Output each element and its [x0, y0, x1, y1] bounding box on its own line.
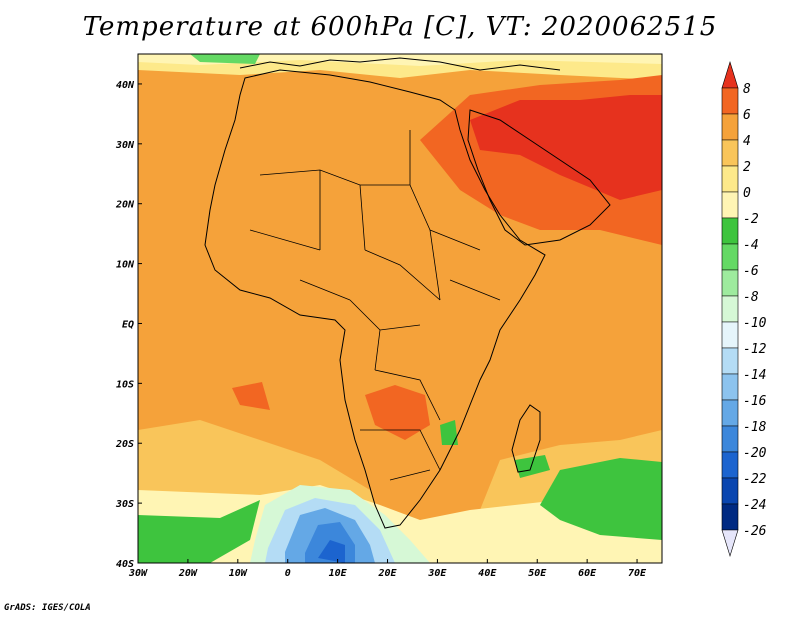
colorbar-label: -12: [743, 342, 767, 357]
field-green-north: [190, 54, 260, 64]
field-green-se: [540, 458, 662, 540]
colorbar-swatch: [721, 113, 739, 141]
field-warm-west: [232, 382, 270, 410]
colorbar-label: -6: [743, 264, 759, 279]
colorbar-swatch: [721, 269, 739, 297]
colorbar-swatch: [721, 373, 739, 401]
colorbar-label: -22: [743, 472, 767, 487]
lat-tick-label: 40N: [116, 80, 135, 91]
lon-tick-label: 20E: [377, 568, 397, 579]
arabia-coastline: [467, 109, 611, 246]
colorbar-label: -14: [743, 368, 766, 383]
colorbar-label: -8: [743, 290, 759, 305]
colorbar-label: -4: [743, 238, 759, 253]
colorbar-label: 4: [743, 134, 751, 149]
lon-tick-label: 0: [285, 568, 291, 579]
colorbar-swatch: [721, 87, 739, 115]
footer-credit: GrADS: IGES/COLA: [4, 603, 91, 613]
field-green-madag: [515, 455, 550, 478]
africa-coastline: [204, 69, 546, 529]
colorbar-swatch: [721, 347, 739, 375]
field-green-sw: [138, 500, 260, 563]
colorbar-label: -24: [743, 498, 766, 513]
chart-title: Temperature at 600hPa [C], VT: 202006251…: [82, 12, 718, 42]
field-green-zamb: [440, 420, 458, 445]
colorbar-label: 2: [743, 160, 751, 175]
lon-tick-label: 20W: [178, 568, 198, 579]
lon-tick-label: 30E: [427, 568, 447, 579]
colorbar-label: -26: [743, 524, 767, 539]
lon-tick-label: 40E: [478, 568, 497, 579]
colorbar-swatch: [721, 477, 739, 505]
lat-tick-label: EQ: [122, 319, 134, 330]
colorbar-swatch: [721, 529, 739, 558]
latitude-axis: 40N 30N 20N 10N EQ 10S 20S 30S 40S: [115, 80, 142, 570]
colorbar-swatch: [721, 217, 739, 245]
europe-coastline: [239, 57, 561, 71]
lon-tick-label: 10W: [229, 568, 248, 579]
field-warm-south: [365, 385, 430, 440]
lon-tick-label: 30W: [128, 568, 148, 579]
colorbar-swatch: [721, 139, 739, 167]
colorbar-swatch: [721, 243, 739, 271]
colorbar-label: 6: [743, 108, 751, 123]
colorbar-swatch: [721, 425, 739, 453]
lat-tick-label: 40S: [116, 559, 134, 570]
lat-tick-label: 10N: [116, 260, 135, 271]
lat-tick-label: 20S: [115, 439, 134, 450]
field-band-north-light: [138, 54, 662, 66]
country-borders: [249, 130, 501, 481]
colorbar-swatch: [721, 321, 739, 349]
colorbar-label: 0: [743, 186, 751, 201]
colorbar-label: 8: [743, 82, 751, 97]
lon-tick-label: 70E: [628, 568, 647, 579]
field-cold-5: [318, 540, 345, 563]
colorbar-swatch: [721, 60, 739, 89]
colorbar-label: -16: [743, 394, 767, 409]
colorbar-swatch: [721, 399, 739, 427]
lon-tick-label: 50E: [528, 568, 547, 579]
lat-tick-label: 10S: [116, 379, 134, 390]
colorbar-swatch: [721, 503, 739, 531]
colorbar-swatch: [721, 165, 739, 193]
lon-tick-label: 60E: [578, 568, 597, 579]
colorbar-swatch: [721, 191, 739, 219]
longitude-axis: 30W 20W 10W 0 10E 20E 30E 40E 50E 60E 70E: [128, 559, 647, 579]
madagascar-coastline: [511, 404, 541, 473]
colorbar-swatch: [721, 451, 739, 479]
plot-frame: [137, 53, 663, 564]
colorbar-label: -2: [743, 212, 759, 227]
colorbar-swatch: [721, 295, 739, 323]
lon-tick-label: 10E: [329, 568, 348, 579]
lat-tick-label: 30S: [115, 499, 134, 510]
lat-tick-label: 30N: [115, 140, 135, 151]
lat-tick-label: 20N: [115, 200, 135, 211]
colorbar-label: -20: [743, 446, 767, 461]
colorbar-label: -10: [743, 316, 767, 331]
field-warm-8: [470, 95, 662, 200]
colorbar-label: -18: [743, 420, 767, 435]
